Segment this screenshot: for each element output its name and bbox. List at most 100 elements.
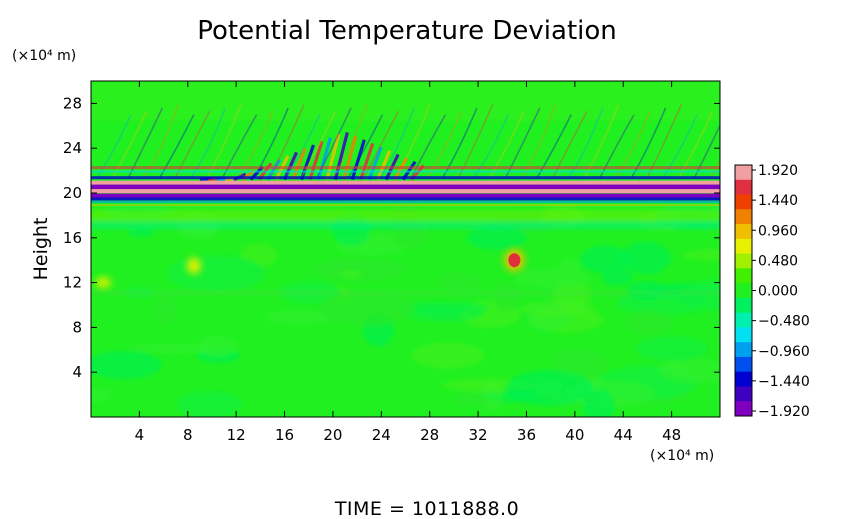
y-tick-label: 24 xyxy=(63,139,82,157)
plume-core xyxy=(508,253,521,268)
field-patch xyxy=(679,280,720,311)
colorbar-tick-label: 0.960 xyxy=(758,223,798,239)
wave-crest xyxy=(325,133,341,180)
colorbar-segment xyxy=(735,253,752,269)
x-tick-label: 44 xyxy=(614,426,633,444)
band-stripe xyxy=(91,197,720,201)
colorbar: 1.920 1.440 0.960 0.480 0.000 −0.480 −0.960 −1.… xyxy=(734,163,810,420)
y-unit-label: (×10⁴ m) xyxy=(12,48,76,64)
y-axis-label: Height xyxy=(30,218,52,281)
x-tick-label: 24 xyxy=(372,426,391,444)
layer-yellowish xyxy=(91,209,720,222)
colorbar-segment xyxy=(735,312,752,328)
field-patch xyxy=(466,226,527,250)
field-patch xyxy=(392,222,430,248)
faint-wave xyxy=(473,114,510,178)
faint-wave xyxy=(285,114,321,178)
band-stripe xyxy=(91,176,720,180)
colorbar-segment xyxy=(735,401,752,417)
colorbar-segment xyxy=(735,165,752,181)
colorbar-segment xyxy=(735,179,752,196)
colorbar-tick-label: 0.480 xyxy=(758,253,798,269)
band-stripe xyxy=(91,180,720,185)
field-patch xyxy=(620,241,671,275)
colorbar-tick-label: 1.920 xyxy=(758,163,798,179)
field-patch xyxy=(659,359,720,384)
field-patch xyxy=(582,388,616,417)
x-axis: 4 8 12 16 20 24 28 32 36 40 44 48 xyxy=(135,81,681,444)
x-tick-label: 32 xyxy=(469,426,488,444)
colorbar-segment xyxy=(735,371,752,387)
field-patch xyxy=(635,336,708,361)
field-patch xyxy=(176,391,242,417)
field-patch xyxy=(579,245,630,274)
x-tick-label: 28 xyxy=(420,426,439,444)
colorbar-tick-label: −0.480 xyxy=(758,314,810,330)
plume-edge xyxy=(95,277,112,288)
colorbar-segment xyxy=(735,356,752,373)
field-patch xyxy=(626,280,666,301)
band-stripe xyxy=(91,170,720,173)
field-patch xyxy=(127,344,219,354)
field-patch xyxy=(128,228,155,237)
layer-teal xyxy=(91,221,720,229)
field-patch xyxy=(198,335,238,357)
x-unit-label: (×10⁴ m) xyxy=(650,448,714,464)
y-tick-label: 20 xyxy=(63,184,82,202)
y-tick-label: 28 xyxy=(63,94,82,112)
wave-crest xyxy=(342,135,358,180)
x-tick-label: 4 xyxy=(135,426,145,444)
faint-wave xyxy=(96,114,132,178)
field-patch xyxy=(624,310,673,336)
colorbar-segment xyxy=(735,194,752,210)
band-stripe xyxy=(91,193,720,198)
field-patch xyxy=(91,350,162,379)
band-stripe xyxy=(91,204,720,207)
band-stripe xyxy=(91,189,720,194)
plume-small xyxy=(186,257,201,274)
band-stripe xyxy=(91,200,720,203)
colorbar-segment xyxy=(735,342,752,358)
faint-wave xyxy=(662,114,698,178)
colorbar-segment xyxy=(735,283,752,299)
y-tick-label: 16 xyxy=(63,229,82,247)
band-stripe xyxy=(91,166,720,170)
field-patch xyxy=(265,310,335,325)
colorbar-segment xyxy=(735,386,752,402)
y-tick-label: 12 xyxy=(63,274,82,292)
field-patch xyxy=(391,302,491,313)
wave-crest xyxy=(333,132,349,180)
colorbar-segment xyxy=(735,297,752,314)
y-tick-label: 8 xyxy=(72,318,82,336)
field-patch xyxy=(155,292,176,326)
field-patch xyxy=(340,269,362,278)
field-patch xyxy=(505,370,594,406)
field-patch xyxy=(601,269,634,286)
y-axis: 4 8 12 16 20 24 28 xyxy=(63,94,720,381)
field-patch xyxy=(166,255,266,292)
colorbar-segment xyxy=(735,238,752,255)
x-tick-label: 20 xyxy=(323,426,342,444)
field-patch xyxy=(514,268,593,288)
plot-area xyxy=(91,81,720,417)
colorbar-tick-label: −1.920 xyxy=(758,404,810,420)
layer-faint xyxy=(91,291,720,295)
colorbar-segment xyxy=(735,268,752,284)
field-patch xyxy=(411,342,485,369)
band-stripe xyxy=(91,184,720,190)
time-label: TIME = 1011888.0 xyxy=(334,498,519,519)
colorbar-tick-label: −1.440 xyxy=(758,374,810,390)
x-tick-label: 48 xyxy=(662,426,681,444)
field-patch xyxy=(492,282,519,312)
colorbar-tick-label: 0.000 xyxy=(758,284,798,300)
chart-title: Potential Temperature Deviation xyxy=(197,16,617,46)
wave-crest xyxy=(316,137,332,181)
colorbar-tick-label: 1.440 xyxy=(758,193,798,209)
field-patch xyxy=(552,280,593,310)
colorbar-segment xyxy=(735,209,752,225)
field-patch xyxy=(682,248,720,262)
y-tick-label: 4 xyxy=(72,363,82,381)
field-patch xyxy=(436,271,484,291)
x-tick-label: 12 xyxy=(227,426,246,444)
